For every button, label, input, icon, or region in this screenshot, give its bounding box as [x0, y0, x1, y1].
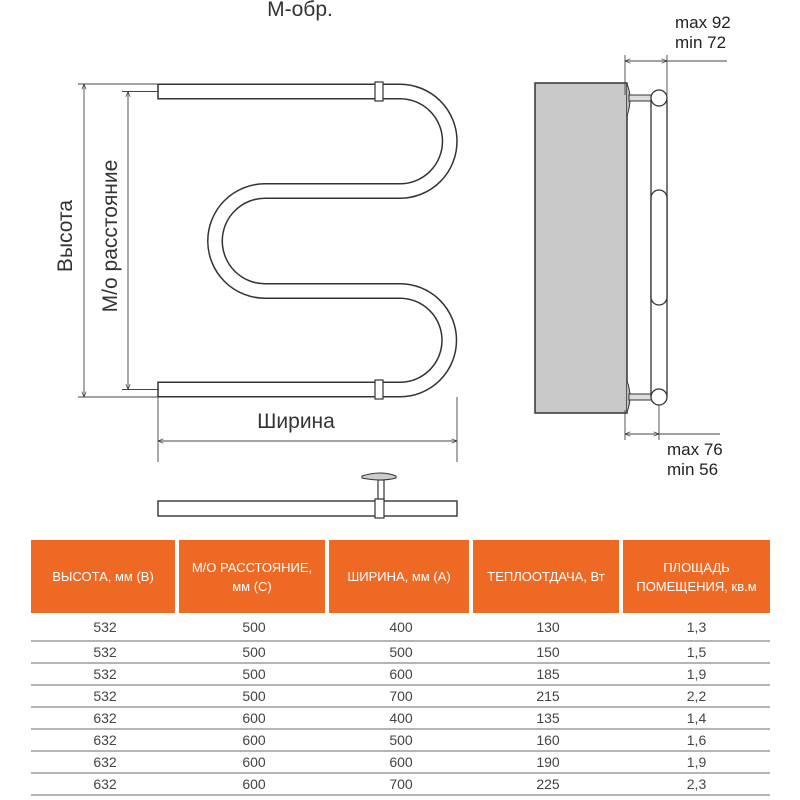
table-cell: 700 — [329, 772, 473, 796]
table-cell: 1,6 — [623, 728, 770, 750]
table-row: 632 600 600 190 1,9 — [31, 750, 770, 772]
table-cell: 2,3 — [623, 772, 770, 796]
table-cell: 500 — [329, 640, 473, 662]
bottom-offset-label: max 76 min 56 — [667, 440, 723, 480]
table-cell: 532 — [31, 640, 179, 662]
table-cell: 532 — [31, 684, 179, 706]
table-row: 532 500 500 150 1,5 — [31, 640, 770, 662]
dimension-lines — [78, 83, 458, 462]
table-cell: 600 — [179, 750, 329, 772]
table-row: 532 500 400 130 1,3 — [31, 613, 770, 640]
table-cell: 632 — [31, 728, 179, 750]
table-cell: 1,5 — [623, 640, 770, 662]
table-cell: 500 — [242, 618, 266, 635]
table-cell: 632 — [31, 706, 179, 728]
table-cell: 600 — [179, 772, 329, 796]
table-row: 532 500 600 185 1,9 — [31, 662, 770, 684]
top-offset-min: min 72 — [675, 33, 727, 52]
header-heat-output: ТЕПЛООТДАЧА, Вт — [473, 540, 623, 613]
table-row: 632 600 500 160 1,6 — [31, 728, 770, 750]
table-cell: 400 — [329, 706, 473, 728]
fitting-bottom — [374, 379, 384, 400]
table-cell: 600 — [329, 750, 473, 772]
table-cell: 532 — [31, 662, 179, 684]
technical-drawing — [78, 55, 727, 519]
table-cell: 700 — [329, 684, 473, 706]
table-cell: 225 — [473, 772, 623, 796]
specs-table: ВЫСОТА, мм (В) М/О РАССТОЯНИЕ, мм (С) ШИ… — [31, 540, 770, 796]
header-width: ШИРИНА, мм (А) — [329, 540, 473, 613]
header-height: ВЫСОТА, мм (В) — [31, 540, 179, 613]
table-row: 632 600 700 225 2,3 — [31, 772, 770, 796]
table-cell: 2,2 — [623, 684, 770, 706]
table-cell: 215 — [473, 684, 623, 706]
header-center-distance: М/О РАССТОЯНИЕ, мм (С) — [179, 540, 329, 613]
fitting-top — [374, 81, 384, 102]
table-row: 632 600 400 135 1,4 — [31, 706, 770, 728]
wall — [534, 82, 628, 414]
height-label: Высота — [54, 199, 77, 273]
table-cell: 135 — [473, 706, 623, 728]
table-cell: 532 — [93, 618, 117, 635]
towel-rail-front-view — [157, 81, 458, 400]
table-cell: 600 — [179, 728, 329, 750]
header-room-area: ПЛОЩАДЬ ПОМЕЩЕНИЯ, кв.м — [623, 540, 770, 613]
table-cell: 600 — [179, 706, 329, 728]
table-header-row: ВЫСОТА, мм (В) М/О РАССТОЯНИЕ, мм (С) ШИ… — [31, 540, 770, 613]
width-label: Ширина — [257, 410, 335, 433]
table-cell: 500 — [179, 684, 329, 706]
table-cell: 500 — [179, 640, 329, 662]
towel-rail-top-view — [157, 472, 458, 519]
table-cell: 130 — [536, 618, 560, 635]
center-distance-label: М/о расстояние — [99, 159, 122, 313]
table-cell: 400 — [389, 618, 413, 635]
page-title: М-обр. — [267, 0, 333, 21]
bottom-offset-max: max 76 — [667, 440, 723, 459]
table-cell: 160 — [473, 728, 623, 750]
side-dimension-lines — [624, 55, 727, 440]
top-offset-max: max 92 — [675, 13, 731, 32]
bottom-offset-min: min 56 — [667, 460, 719, 479]
towel-rail-side-view — [534, 82, 668, 414]
table-cell: 632 — [31, 772, 179, 796]
table-cell: 185 — [473, 662, 623, 684]
table-cell: 1,9 — [623, 662, 770, 684]
table-cell: 1,4 — [623, 706, 770, 728]
table-cell: 500 — [329, 728, 473, 750]
table-cell: 600 — [329, 662, 473, 684]
table-row: 532 500 700 215 2,2 — [31, 684, 770, 706]
table-cell: 632 — [31, 750, 179, 772]
table-cell: 1,3 — [686, 618, 707, 635]
table-cell: 1,9 — [623, 750, 770, 772]
table-cell: 190 — [473, 750, 623, 772]
table-cell: 500 — [179, 662, 329, 684]
top-offset-label: max 92 min 72 — [675, 13, 731, 53]
table-cell: 150 — [473, 640, 623, 662]
